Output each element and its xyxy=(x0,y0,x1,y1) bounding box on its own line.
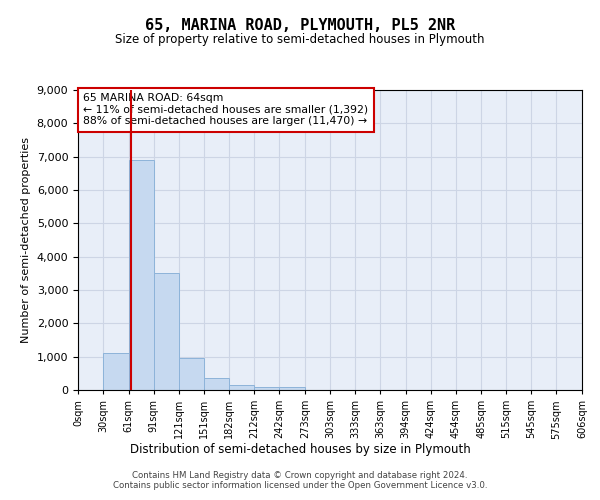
Bar xyxy=(179,358,203,390)
Bar xyxy=(229,385,254,390)
Bar xyxy=(279,388,305,390)
Bar xyxy=(129,160,154,390)
Text: 65 MARINA ROAD: 64sqm
← 11% of semi-detached houses are smaller (1,392)
88% of s: 65 MARINA ROAD: 64sqm ← 11% of semi-deta… xyxy=(83,93,368,126)
Y-axis label: Number of semi-detached properties: Number of semi-detached properties xyxy=(21,137,31,343)
Bar xyxy=(154,274,179,390)
Text: Size of property relative to semi-detached houses in Plymouth: Size of property relative to semi-detach… xyxy=(115,32,485,46)
Text: Contains HM Land Registry data © Crown copyright and database right 2024.
Contai: Contains HM Land Registry data © Crown c… xyxy=(113,470,487,490)
Text: 65, MARINA ROAD, PLYMOUTH, PL5 2NR: 65, MARINA ROAD, PLYMOUTH, PL5 2NR xyxy=(145,18,455,32)
Bar xyxy=(203,378,229,390)
Bar xyxy=(103,354,129,390)
Bar xyxy=(254,388,279,390)
Text: Distribution of semi-detached houses by size in Plymouth: Distribution of semi-detached houses by … xyxy=(130,442,470,456)
